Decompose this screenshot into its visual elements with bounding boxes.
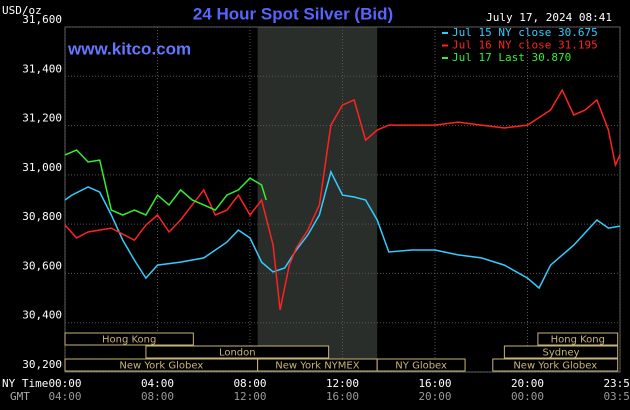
x-tick-label: 20:00	[511, 377, 544, 390]
session-label: New York Globex	[119, 361, 203, 372]
session-label: New York Globex	[513, 361, 597, 372]
gmt-tick-label: 16:00	[326, 390, 359, 403]
gmt-tick-label: 12:00	[233, 390, 266, 403]
session-box	[64, 332, 194, 346]
date: July 17, 2024 08:41	[486, 11, 612, 24]
legend-label: Jul 16 NY close 31.195	[452, 39, 598, 52]
gmt-tick-label: 00:00	[511, 390, 544, 403]
y-tick-label: 31,400	[22, 62, 62, 75]
gmt-tick-label: 08:00	[141, 390, 174, 403]
session-label: Hong Kong	[102, 335, 156, 346]
session-box	[376, 358, 466, 372]
session-shade	[257, 27, 378, 372]
x-tick-label: 04:00	[141, 377, 174, 390]
session-label: Hong Kong	[551, 335, 605, 346]
y-tick-label: 30,600	[22, 259, 62, 272]
y-tick-label: 31,000	[22, 161, 62, 174]
series-line	[64, 88, 621, 311]
gmt-tick-label: 03:59	[603, 390, 630, 403]
watermark: www.kitco.com	[67, 39, 191, 58]
session-box	[145, 345, 330, 359]
session-label: New York NYMEX	[275, 361, 360, 372]
x-row-label: NY Time	[2, 377, 48, 390]
series-line	[64, 149, 267, 216]
legend-label: Jul 17 Last 30.870	[452, 51, 571, 64]
y-unit: USD/oz	[2, 4, 42, 17]
x-tick-label: 08:00	[233, 377, 266, 390]
x-tick-label: 12:00	[326, 377, 359, 390]
legend-label: Jul 15 NY close 30.675	[452, 26, 598, 39]
x-tick-label: 16:00	[418, 377, 451, 390]
session-box	[537, 332, 619, 346]
y-tick-label: 31,600	[22, 13, 62, 26]
session-label: NY Globex	[395, 361, 447, 372]
gmt-tick-label: 04:00	[48, 390, 81, 403]
x-tick-label: 00:00	[48, 377, 81, 390]
chart-title: 24 Hour Spot Silver (Bid)	[193, 4, 393, 23]
session-label: London	[219, 348, 256, 359]
gmt-tick-label: 20:00	[418, 390, 451, 403]
session-label: Sydney	[543, 348, 580, 359]
y-tick-label: 31,200	[22, 112, 62, 125]
y-tick-label: 30,400	[22, 309, 62, 322]
x2-row-label: GMT	[10, 390, 30, 403]
y-tick-label: 30,200	[22, 358, 62, 371]
session-box	[503, 345, 619, 359]
y-tick-label: 30,800	[22, 210, 62, 223]
session-box	[492, 358, 619, 372]
series-line	[64, 169, 621, 290]
x-tick-label: 23:59	[603, 377, 630, 390]
